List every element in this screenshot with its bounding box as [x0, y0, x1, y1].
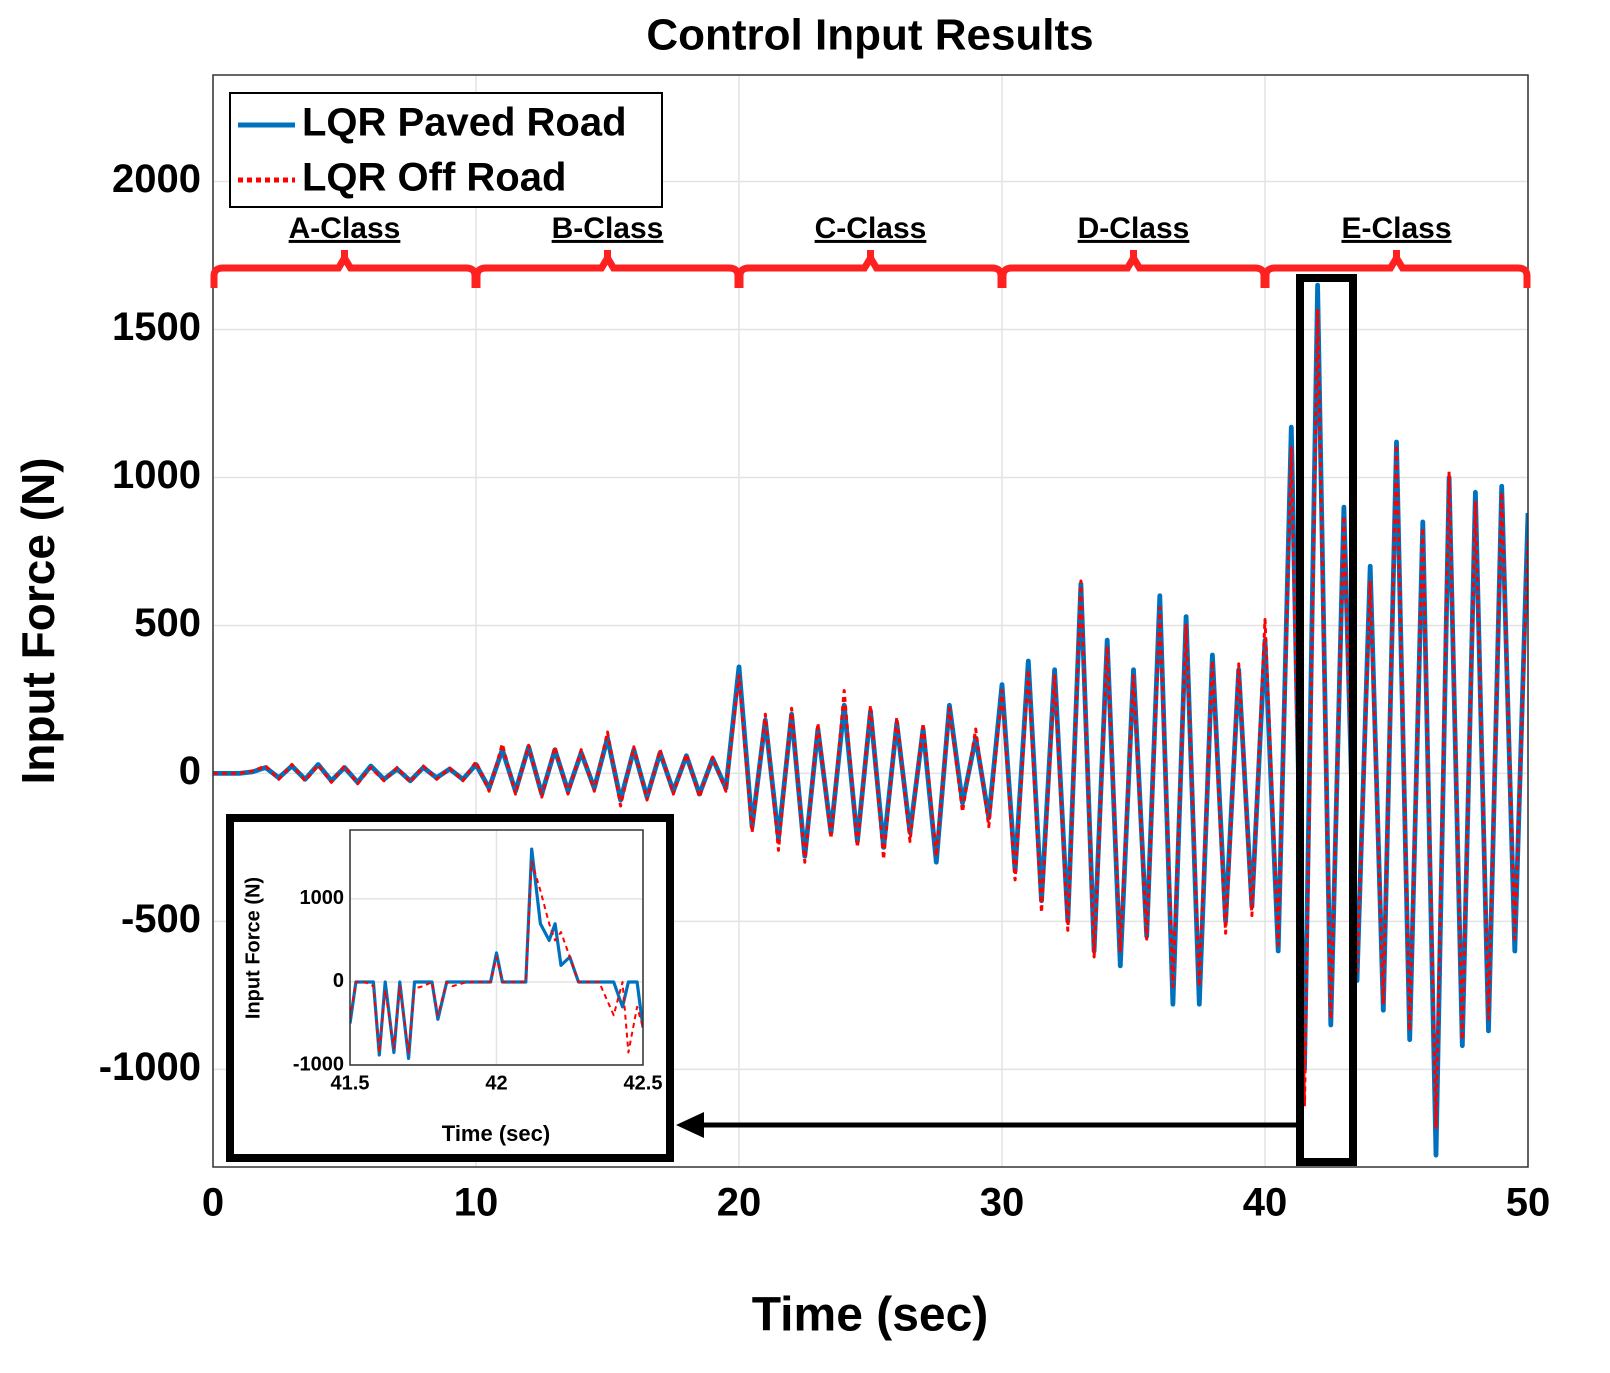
x-tick-label: 40	[1243, 1181, 1288, 1225]
series-line	[350, 860, 643, 1054]
series-line	[213, 307, 1528, 1130]
class-label: D-Class	[1078, 212, 1190, 245]
x-tick-label: 41.5	[331, 1072, 370, 1094]
brace	[1262, 250, 1531, 288]
y-tick-label: 0	[179, 749, 201, 793]
class-label: A-Class	[289, 212, 401, 245]
legend-label: LQR Paved Road	[302, 101, 627, 145]
legend-box	[229, 92, 663, 208]
y-tick-label: 1000	[300, 887, 345, 909]
x-tick-label: 42	[485, 1072, 507, 1094]
inset-y-label: Input Force (N)	[242, 877, 264, 1019]
axes-frame	[212, 74, 1529, 1168]
x-tick-label: 30	[980, 1181, 1025, 1225]
x-tick-label: 0	[202, 1181, 224, 1225]
class-label: C-Class	[815, 212, 927, 245]
x-axis-label: Time (sec)	[752, 1289, 989, 1342]
x-tick-label: 10	[454, 1181, 499, 1225]
y-tick-label: 1000	[112, 453, 201, 497]
y-tick-label: 2000	[112, 157, 201, 201]
y-tick-label: -1000	[293, 1053, 344, 1075]
y-tick-label: -500	[121, 897, 201, 941]
axes-frame	[349, 829, 644, 1066]
x-tick-label: 42.5	[624, 1072, 663, 1094]
y-axis-label: Input Force (N)	[12, 457, 64, 784]
y-tick-label: 500	[134, 601, 201, 645]
legend-label: LQR Off Road	[302, 156, 566, 200]
y-tick-label: -1000	[99, 1045, 201, 1089]
y-tick-label: 1500	[112, 305, 201, 349]
highlight-box	[1296, 274, 1357, 1166]
class-label: B-Class	[552, 212, 664, 245]
class-label: E-Class	[1341, 212, 1451, 245]
x-tick-label: 20	[717, 1181, 762, 1225]
chart-title: Control Input Results	[646, 11, 1093, 60]
x-tick-label: 50	[1506, 1181, 1551, 1225]
inset-x-label: Time (sec)	[442, 1121, 550, 1146]
y-tick-label: 0	[333, 970, 344, 992]
arrow-head	[676, 1112, 704, 1138]
